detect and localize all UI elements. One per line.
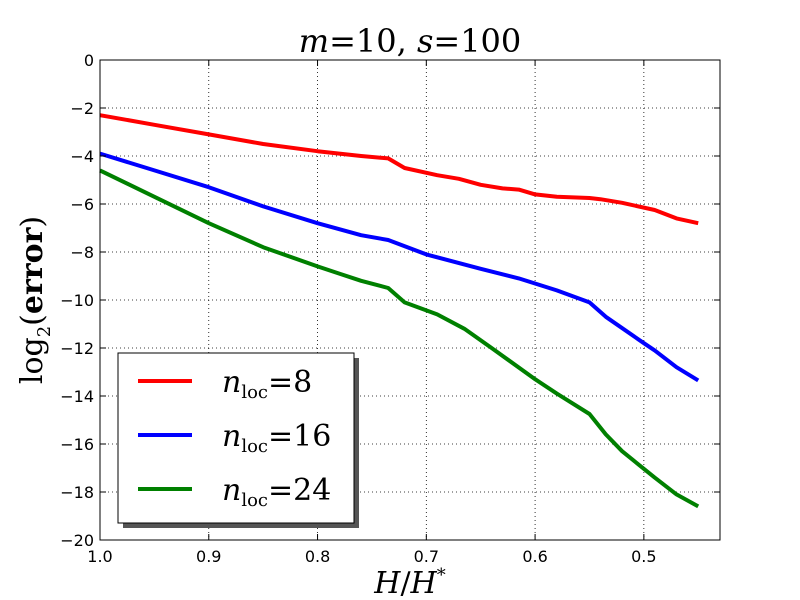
- y-tick-label: −16: [60, 435, 94, 454]
- chart-title: m=10, s=100: [299, 22, 522, 60]
- legend: nloc=8 nloc=16 nloc=24: [117, 352, 359, 528]
- series-line-n-loc-24: [99, 168, 700, 509]
- x-tick-label: 0.7: [414, 547, 439, 566]
- x-tick-label: 1.0: [87, 547, 112, 566]
- y-tick-label: −14: [60, 387, 94, 406]
- y-tick-label: −2: [70, 99, 94, 118]
- y-tick-label: −10: [60, 291, 94, 310]
- x-tick-label: 0.9: [196, 547, 221, 566]
- x-tick-label: 0.8: [305, 547, 330, 566]
- legend-label-n-loc-8: nloc=8: [222, 365, 312, 403]
- y-axis-label: log2(error): [15, 216, 55, 384]
- y-tick-label: −8: [70, 243, 94, 262]
- y-tick-label: −18: [60, 483, 94, 502]
- y-tick-label: −4: [70, 147, 94, 166]
- y-tick-label: −20: [60, 531, 94, 550]
- grid: [100, 60, 720, 540]
- legend-label-n-loc-24: nloc=24: [222, 473, 331, 511]
- ticks: 1.0 0.9 0.8 0.7 0.6 0.5 0 −2 −4 −6 −8 −10 −12 −14 −16 −…: [60, 51, 720, 566]
- y-tick-label: −12: [60, 339, 94, 358]
- x-tick-label: 0.6: [522, 547, 547, 566]
- x-tick-label: 0.5: [631, 547, 656, 566]
- series-layer: [99, 113, 700, 509]
- series-line-n-loc-8: [99, 113, 699, 226]
- y-tick-label: −6: [70, 195, 94, 214]
- y-tick-label: 0: [84, 51, 94, 70]
- series-line-n-loc-16: [99, 151, 700, 383]
- legend-label-n-loc-16: nloc=16: [222, 419, 331, 457]
- x-axis-label: H/H*: [373, 565, 445, 600]
